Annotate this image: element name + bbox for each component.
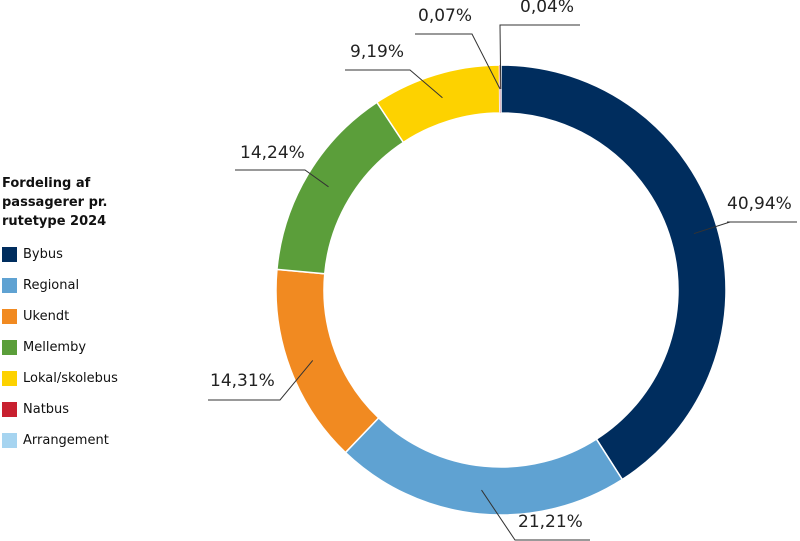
value-label: 21,21% <box>518 512 583 532</box>
donut-slice <box>500 64 727 481</box>
legend-swatch <box>2 278 17 293</box>
legend-swatch <box>2 433 17 448</box>
legend-swatch <box>2 309 17 324</box>
legend: Fordeling af passagerer pr. rutetype 202… <box>2 174 202 456</box>
legend-item: Arrangement <box>2 425 202 456</box>
legend-swatch <box>2 402 17 417</box>
legend-label: Regional <box>23 278 80 293</box>
leader-line <box>345 69 443 99</box>
value-label: 9,19% <box>350 42 404 62</box>
leader-line <box>235 169 329 188</box>
leader-line <box>499 24 580 90</box>
value-label: 0,04% <box>520 0 574 17</box>
legend-label: Natbus <box>23 402 70 417</box>
legend-label: Mellemby <box>23 340 87 355</box>
legend-item: Bybus <box>2 239 202 270</box>
donut-slice <box>375 64 501 144</box>
donut-slice <box>276 101 405 275</box>
value-label: 0,07% <box>418 6 472 26</box>
leader-line <box>415 33 501 90</box>
legend-item: Regional <box>2 270 202 301</box>
legend-swatch <box>2 247 17 262</box>
leader-line <box>693 221 797 235</box>
value-label: 14,31% <box>210 371 275 391</box>
legend-label: Arrangement <box>23 433 109 448</box>
legend-label: Lokal/skolebus <box>23 371 118 386</box>
legend-item: Lokal/skolebus <box>2 363 202 394</box>
leader-line <box>481 489 590 541</box>
value-label: 40,94% <box>727 194 792 214</box>
legend-title: Fordeling af passagerer pr. rutetype 202… <box>2 176 108 229</box>
legend-item: Mellemby <box>2 332 202 363</box>
legend-label: Bybus <box>23 247 63 262</box>
legend-item: Natbus <box>2 394 202 425</box>
donut-slice <box>275 268 380 454</box>
legend-item: Ukendt <box>2 301 202 332</box>
legend-label: Ukendt <box>23 309 70 324</box>
donut-slice <box>344 416 624 516</box>
leader-line <box>208 360 314 401</box>
value-label: 14,24% <box>240 143 305 163</box>
legend-swatch <box>2 340 17 355</box>
legend-swatch <box>2 371 17 386</box>
legend-items: Bybus Regional Ukendt Mellemby Lokal/skolebu… <box>2 239 202 456</box>
